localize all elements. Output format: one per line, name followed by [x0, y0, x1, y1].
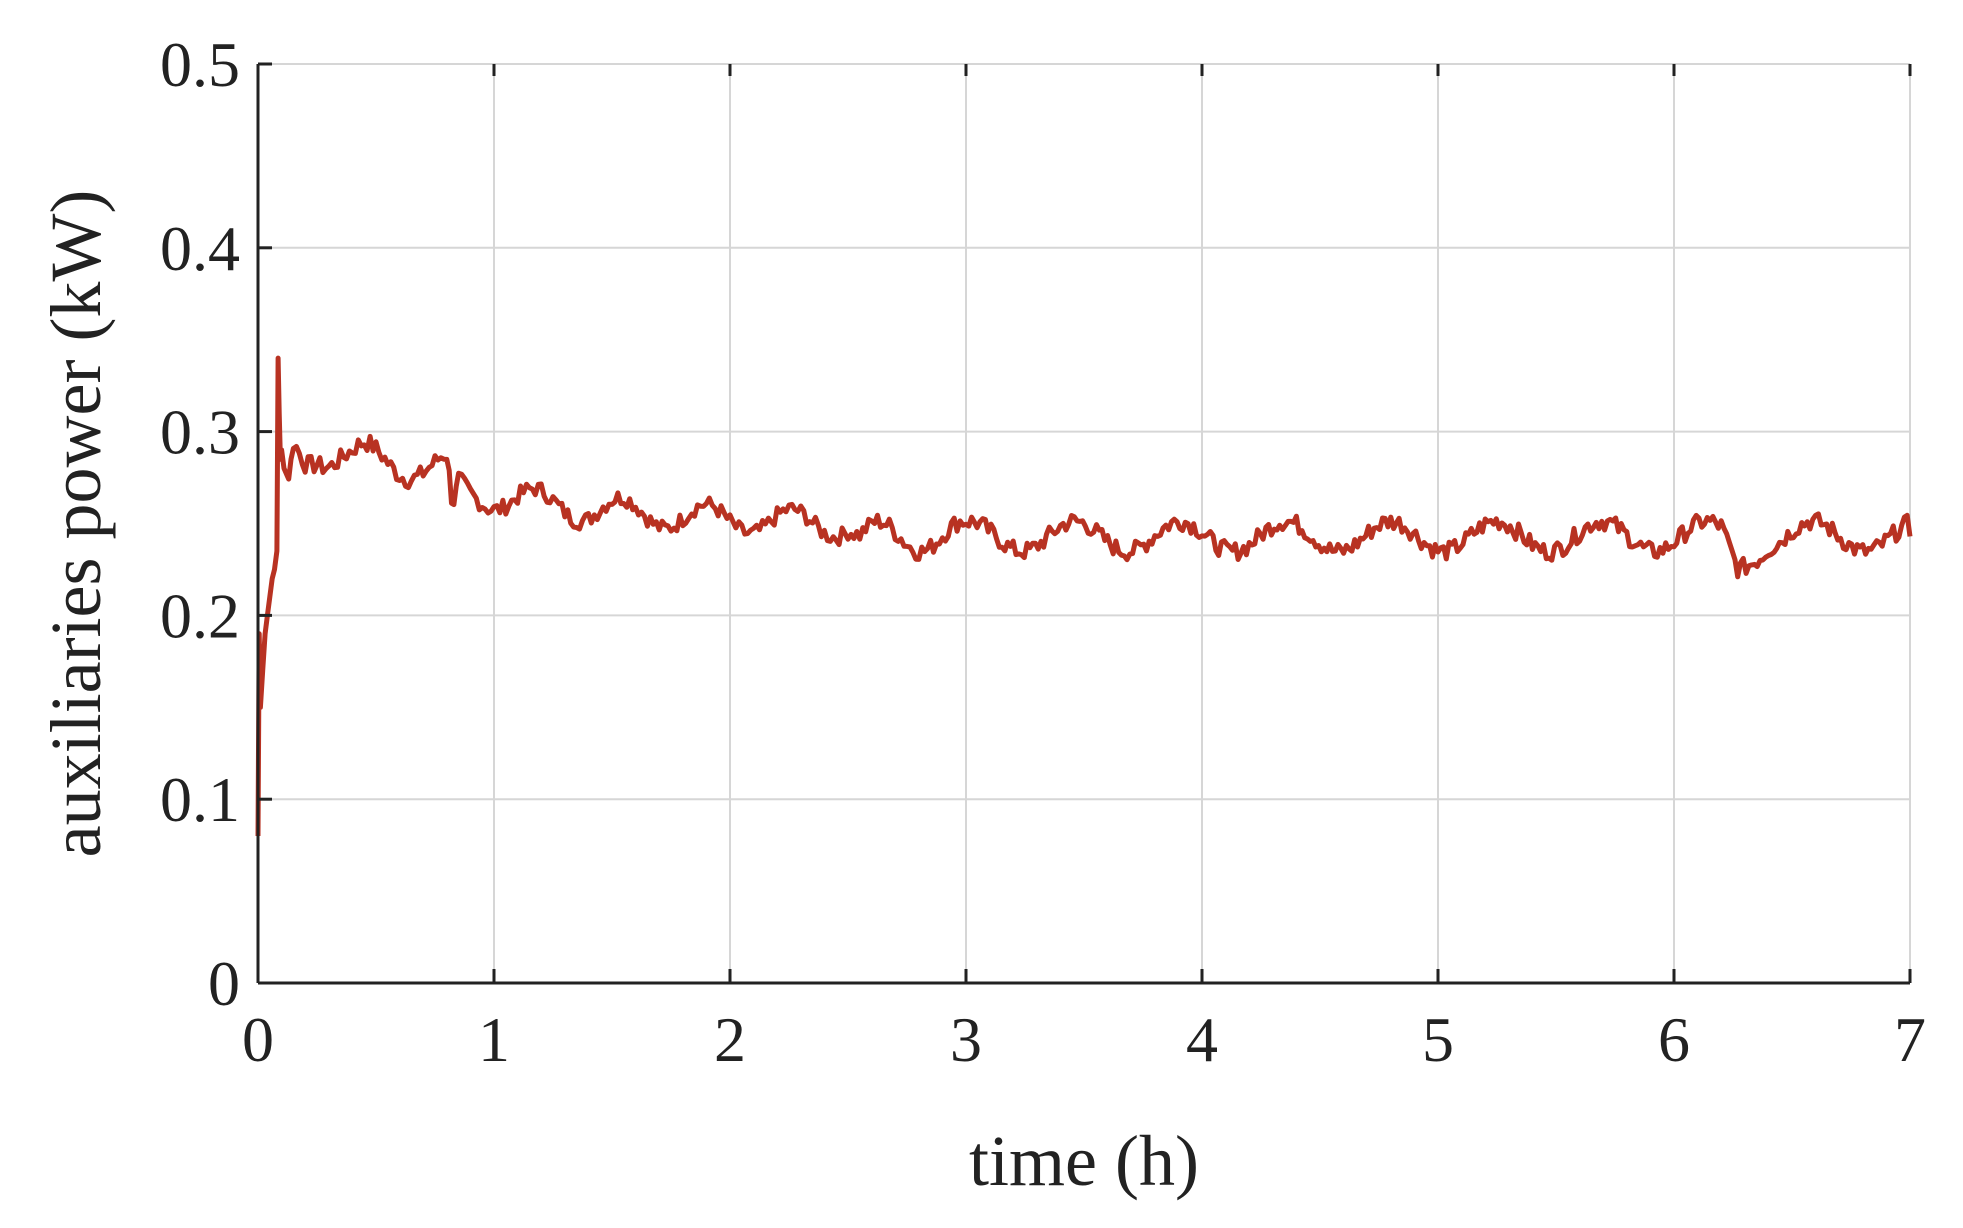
axes: [256, 64, 1910, 985]
y-axis-label: auxiliaries power (kW): [36, 190, 116, 858]
ticks: 0 1 2 3 4 5 6 7 0 0.1 0.2 0.3 0.4 0.5: [160, 29, 1926, 1075]
x-tick-label: 5: [1422, 1004, 1454, 1075]
y-tick-label: 0: [208, 948, 240, 1019]
y-tick-label: 0.2: [160, 580, 240, 651]
x-tick-label: 6: [1658, 1004, 1690, 1075]
y-tick-label: 0.3: [160, 397, 240, 468]
series-line: [255, 355, 1913, 837]
x-tick-label: 2: [714, 1004, 746, 1075]
x-axis-label: time (h): [969, 1121, 1199, 1201]
y-tick-label: 0.1: [160, 764, 240, 835]
y-tick-label: 0.4: [160, 213, 240, 284]
x-tick-label: 7: [1894, 1004, 1926, 1075]
grid: [258, 63, 1911, 983]
x-tick-label: 4: [1186, 1004, 1218, 1075]
y-tick-label: 0.5: [160, 29, 240, 100]
x-tick-label: 3: [950, 1004, 982, 1075]
series-layer: [255, 355, 1913, 837]
x-tick-label: 1: [478, 1004, 510, 1075]
x-tick-label: 0: [242, 1004, 274, 1075]
